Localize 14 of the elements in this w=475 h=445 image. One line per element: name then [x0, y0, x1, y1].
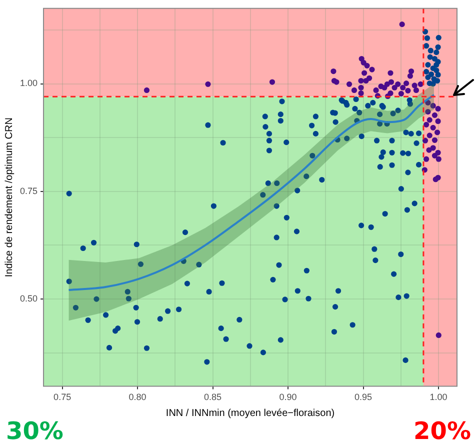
line-series	[68, 94, 435, 292]
y-tick-label: 0.50	[20, 294, 38, 304]
y-tick-label: 0.75	[20, 186, 38, 196]
x-tick-label: 0.95	[354, 392, 372, 402]
text: 20%	[414, 417, 471, 445]
x-tick-label: 0.80	[128, 392, 146, 402]
y-tick-label: 1.00	[20, 78, 38, 88]
x-tick-label: 0.85	[204, 392, 222, 402]
x-tick-label: 1.00	[430, 392, 448, 402]
text: 30%	[6, 417, 64, 445]
x-tick-label: 0.90	[279, 392, 297, 402]
x-axis-title: INN / INNmin (moyen levée−floraison)	[166, 408, 335, 419]
y-axis-title: Indice de rendement /optimum CRN	[4, 118, 15, 278]
x-tick-label: 0.75	[54, 392, 72, 402]
